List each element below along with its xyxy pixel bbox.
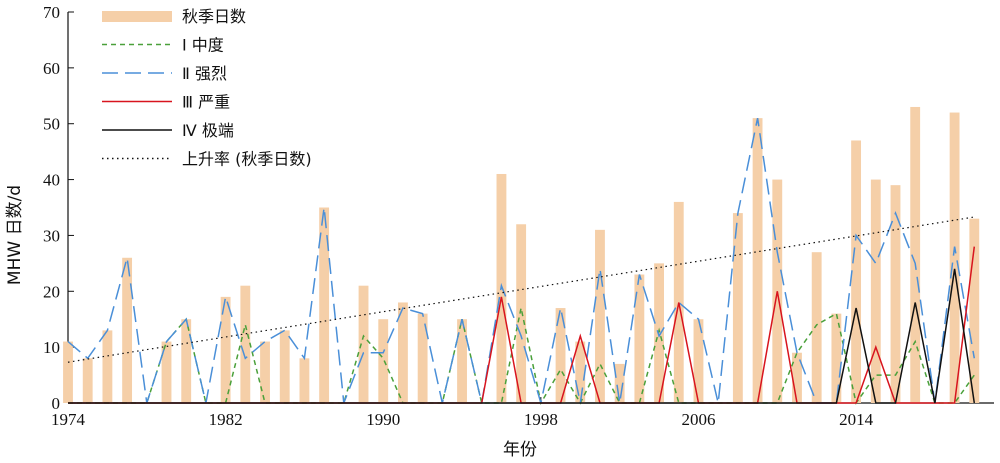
bar-1992 — [417, 313, 428, 403]
x-tick-label: 1974 — [51, 410, 86, 429]
legend-label-1: Ⅰ 中度 — [182, 36, 224, 55]
bar-1974 — [63, 341, 73, 403]
legend-label-0: 秋季日数 — [182, 7, 246, 26]
bar-1980 — [181, 319, 192, 403]
bar-2002 — [614, 363, 625, 403]
bar-1985 — [279, 330, 290, 403]
x-tick-label: 1990 — [366, 410, 400, 429]
line-series-layer — [67, 117, 976, 406]
y-tick-label: 60 — [43, 59, 60, 78]
bar-2015 — [870, 179, 881, 403]
bar-2003 — [634, 274, 645, 403]
bar-1982 — [220, 296, 231, 403]
bar-2012 — [811, 252, 822, 403]
bar-1997 — [516, 224, 527, 403]
bar-2017 — [910, 106, 921, 403]
bar-1986 — [299, 358, 310, 403]
bar-1976 — [102, 330, 113, 403]
y-axis-label: MHW 日数/d — [5, 185, 25, 285]
bar-2013 — [831, 313, 842, 403]
y-tick-label: 40 — [43, 171, 60, 190]
bar-1984 — [260, 341, 270, 403]
x-tick-label: 1998 — [524, 410, 558, 429]
legend-label-2: Ⅱ 强烈 — [182, 64, 227, 83]
bar-2011 — [792, 352, 802, 403]
x-tick-label: 2006 — [681, 410, 715, 429]
bar-2000 — [575, 341, 586, 403]
x-tick-label: 2014 — [839, 410, 874, 429]
bar-2006 — [693, 319, 704, 403]
bar-2008 — [732, 213, 743, 403]
bar-2001 — [595, 229, 605, 403]
y-tick-label: 70 — [43, 3, 60, 22]
bar-2009 — [752, 118, 763, 403]
bar-1975 — [82, 358, 93, 403]
legend-label-5: 上升率 (秋季日数) — [182, 150, 312, 169]
bar-1989 — [358, 285, 369, 403]
y-tick-label: 20 — [43, 282, 60, 301]
y-tick-label: 0 — [52, 394, 61, 413]
x-tick-label: 1982 — [209, 410, 243, 429]
bar-2020 — [969, 218, 980, 403]
y-tick-label: 30 — [43, 226, 60, 245]
bar-2014 — [851, 140, 862, 403]
bar-1994 — [457, 319, 467, 403]
legend-swatch-bar — [102, 11, 172, 22]
bar-1990 — [378, 319, 389, 403]
bar-2019 — [949, 112, 960, 404]
bar-1987 — [319, 207, 330, 403]
bar-2016 — [890, 185, 901, 403]
legend-label-4: Ⅳ 极端 — [182, 121, 234, 140]
bar-1977 — [122, 257, 133, 403]
bar-1983 — [240, 285, 251, 403]
y-tick-label: 50 — [43, 115, 60, 134]
y-tick-label: 10 — [43, 338, 60, 357]
bar-1979 — [161, 341, 172, 403]
bar-1991 — [398, 302, 408, 403]
line-series-4 — [68, 268, 976, 404]
x-axis-label: 年份 — [503, 440, 537, 460]
bar-1999 — [555, 308, 566, 403]
tick-labels: 0 10 20 30 40 50 60 70 1974 1982 1990 1998 2006 2014 — [43, 3, 874, 429]
legend-label-3: Ⅲ 严重 — [182, 93, 230, 112]
